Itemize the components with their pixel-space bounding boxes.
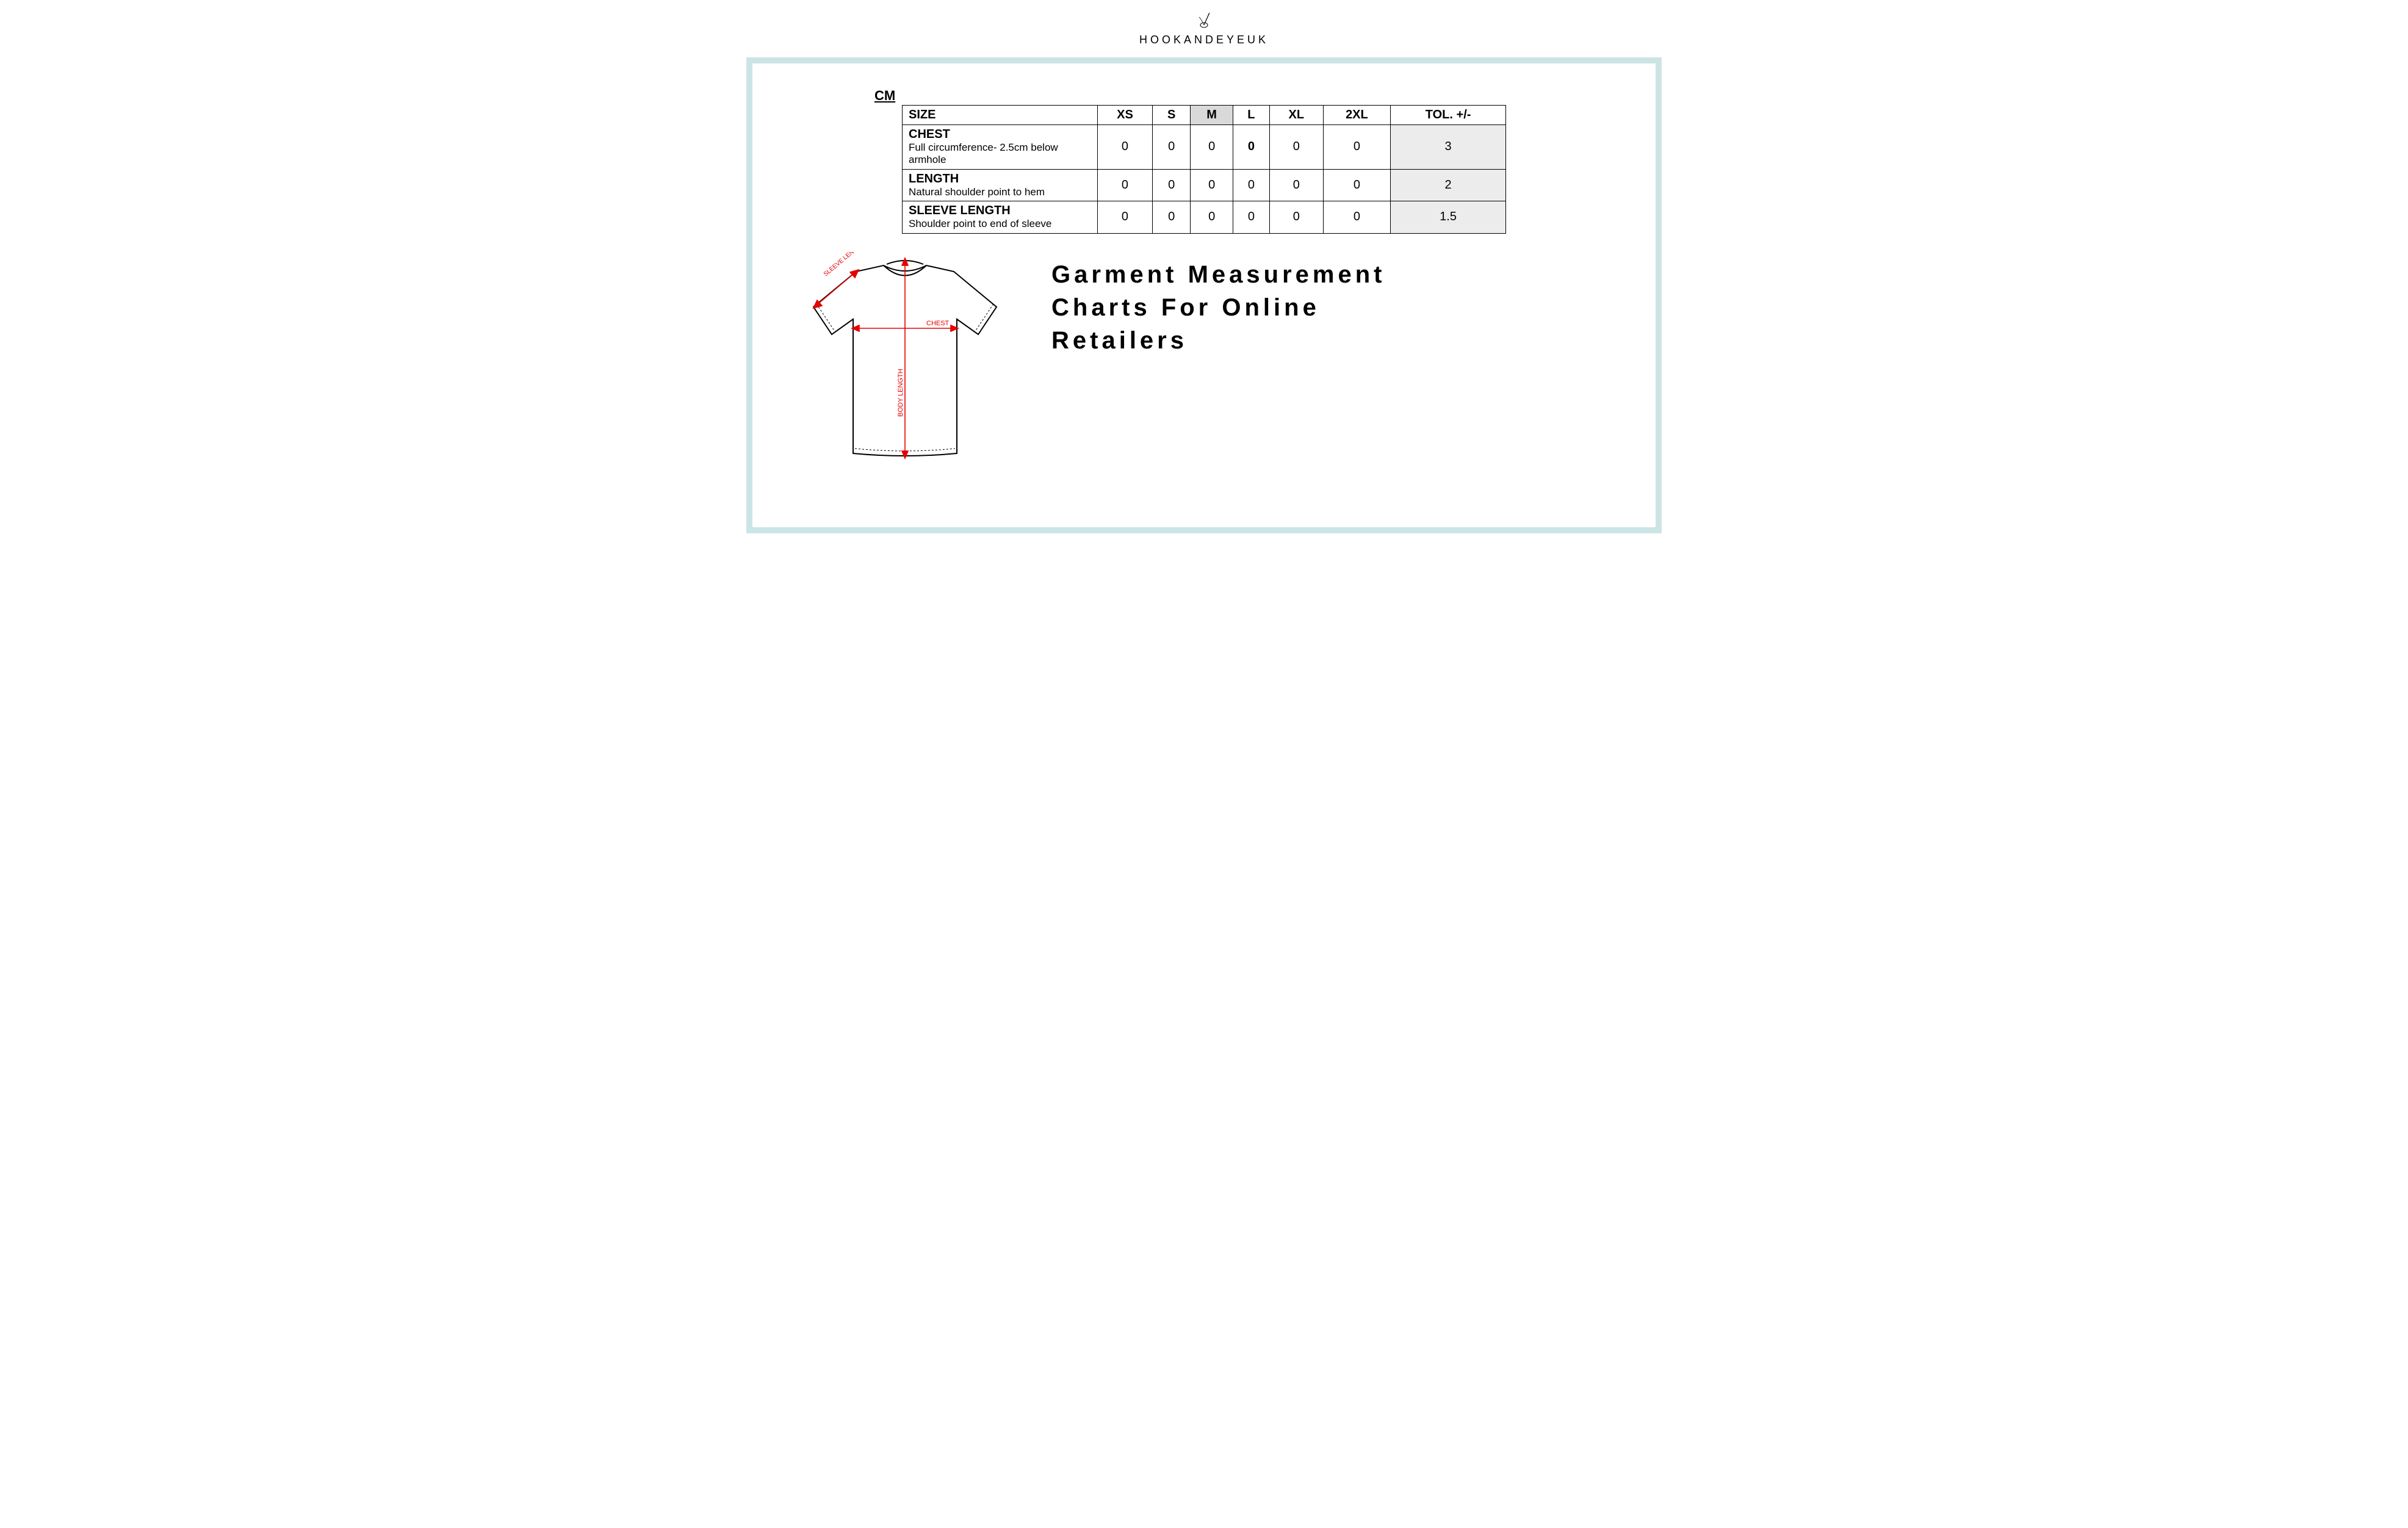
col-tol: TOL. +/- (1391, 106, 1506, 125)
cell: 0 (1269, 201, 1323, 233)
cell: 0 (1098, 169, 1153, 201)
needle-icon (1195, 12, 1213, 32)
headline: Garment Measurement Charts For Online Re… (1051, 258, 1385, 357)
row-sub: Full circumference- 2.5cm below armhole (909, 142, 1091, 167)
chest-label: CHEST (926, 320, 950, 327)
cell: 0 (1323, 201, 1391, 233)
headline-line2: Charts For Online (1051, 291, 1385, 324)
col-xs: XS (1098, 106, 1153, 125)
sleeve-length-label: SLEEVE LENGTH (823, 252, 865, 278)
row-sleeve-head: SLEEVE LENGTH Shoulder point to end of s… (903, 201, 1098, 233)
cell-tol: 1.5 (1391, 201, 1506, 233)
brand-header: HOOKANDEYEUK (746, 12, 1662, 46)
cell: 0 (1233, 201, 1269, 233)
cell: 0 (1152, 201, 1190, 233)
table-header-row: SIZE XS S M L XL 2XL TOL. +/- (903, 106, 1506, 125)
headline-line3: Retailers (1051, 324, 1385, 357)
cell: 0 (1323, 125, 1391, 170)
row-title: SLEEVE LENGTH (909, 204, 1011, 217)
col-xl: XL (1269, 106, 1323, 125)
size-chart-table: SIZE XS S M L XL 2XL TOL. +/- CHEST Full… (902, 105, 1506, 234)
cell: 0 (1152, 125, 1190, 170)
cell: 0 (1233, 169, 1269, 201)
row-title: LENGTH (909, 172, 959, 186)
brand-name: HOOKANDEYEUK (746, 34, 1662, 46)
row-title: CHEST (909, 128, 950, 141)
cell: 0 (1098, 125, 1153, 170)
row-sub: Shoulder point to end of sleeve (909, 218, 1091, 230)
cell: 0 (1191, 125, 1233, 170)
table-row: CHEST Full circumference- 2.5cm below ar… (903, 125, 1506, 170)
cell: 0 (1152, 169, 1190, 201)
col-l: L (1233, 106, 1269, 125)
cell-tol: 3 (1391, 125, 1506, 170)
body-length-label: BODY LENGTH (897, 369, 904, 417)
table-row: LENGTH Natural shoulder point to hem 0 0… (903, 169, 1506, 201)
cell: 0 (1191, 201, 1233, 233)
cell: 0 (1269, 125, 1323, 170)
row-sub: Natural shoulder point to hem (909, 186, 1091, 198)
cell: 0 (1191, 169, 1233, 201)
cell-tol: 2 (1391, 169, 1506, 201)
cell: 0 (1323, 169, 1391, 201)
header-size: SIZE (903, 106, 1098, 125)
table-row: SLEEVE LENGTH Shoulder point to end of s… (903, 201, 1506, 233)
tshirt-diagram: CHEST BODY LENGTH SLEEVE LENGTH (789, 252, 1021, 475)
cell: 0 (1098, 201, 1153, 233)
col-2xl: 2XL (1323, 106, 1391, 125)
row-length-head: LENGTH Natural shoulder point to hem (903, 169, 1098, 201)
col-m: M (1191, 106, 1233, 125)
cell: 0 (1269, 169, 1323, 201)
headline-line1: Garment Measurement (1051, 258, 1385, 291)
row-chest-head: CHEST Full circumference- 2.5cm below ar… (903, 125, 1098, 170)
unit-label: CM (874, 88, 1619, 104)
content-frame: CM SIZE XS S M L XL 2XL TOL. +/- CHEST F… (746, 57, 1662, 533)
cell: 0 (1233, 125, 1269, 170)
col-s: S (1152, 106, 1190, 125)
